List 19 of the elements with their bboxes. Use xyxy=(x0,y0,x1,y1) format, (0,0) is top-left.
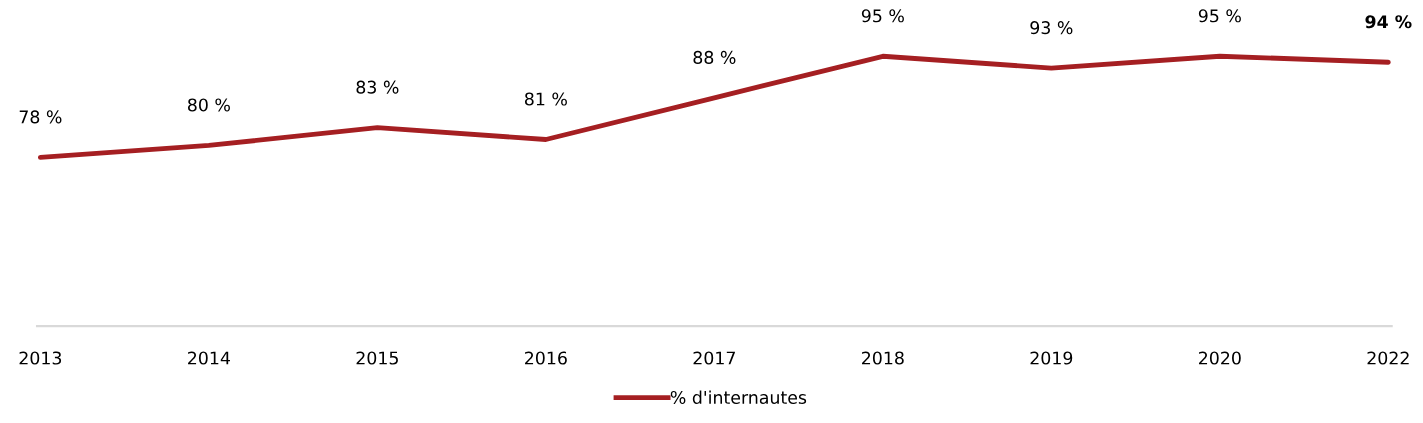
x-tick-label: 2017 xyxy=(693,351,735,365)
data-label: 88 % xyxy=(693,50,736,64)
x-tick-label: 2016 xyxy=(525,351,567,365)
data-label: 95 % xyxy=(861,9,904,23)
x-tick-label: 2014 xyxy=(188,351,230,365)
x-tick-label: 2020 xyxy=(1199,351,1241,365)
data-label: 80 % xyxy=(187,98,230,112)
data-label: 78 % xyxy=(19,110,62,124)
x-tick-label: 2022 xyxy=(1367,351,1409,365)
data-label: 93 % xyxy=(1030,21,1073,35)
x-tick-label: 2018 xyxy=(862,351,904,365)
x-tick-label: 2015 xyxy=(356,351,398,365)
data-label: 95 % xyxy=(1198,9,1241,23)
data-label: 81 % xyxy=(524,92,567,106)
data-label: 94 % xyxy=(1365,15,1412,29)
data-label: 83 % xyxy=(356,80,399,94)
x-tick-label: 2013 xyxy=(19,351,62,365)
legend-label: % d'internautes xyxy=(670,390,807,405)
x-tick-label: 2019 xyxy=(1030,351,1073,365)
